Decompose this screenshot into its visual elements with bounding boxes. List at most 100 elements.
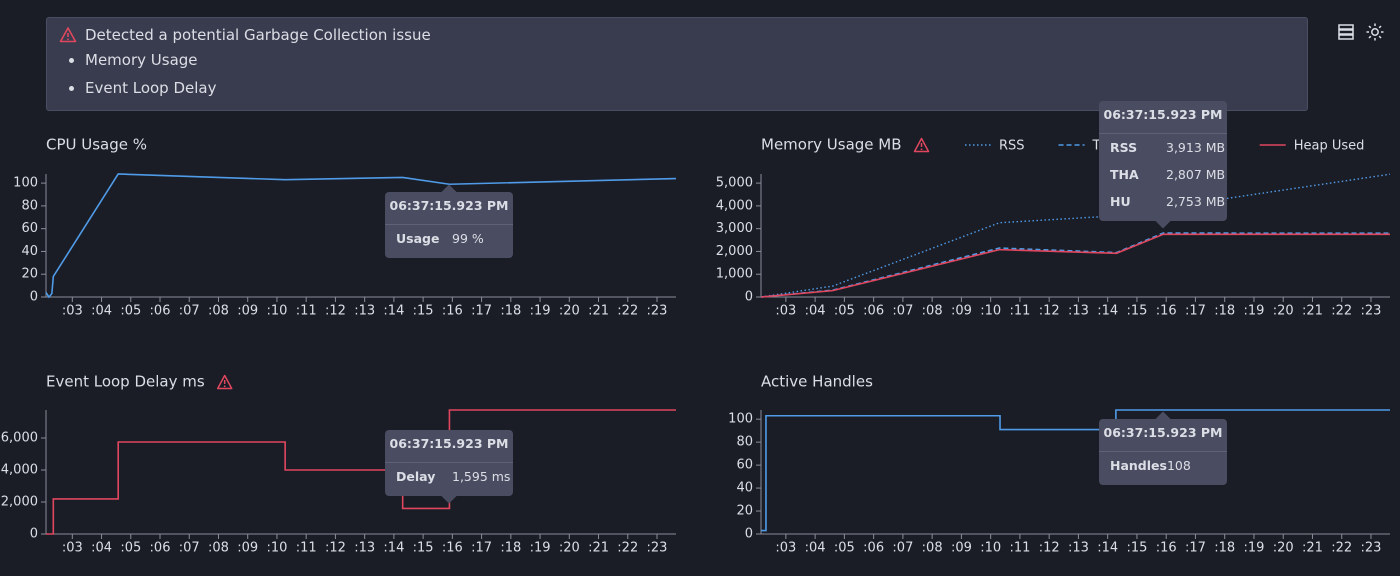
x-tick-label: :18 <box>1214 304 1235 319</box>
x-tick-label: :08 <box>922 541 943 556</box>
x-tick-label: :19 <box>1243 541 1264 556</box>
x-tick-label: :16 <box>442 541 463 556</box>
x-tick-label: :23 <box>1361 304 1382 319</box>
alert-item: Memory Usage <box>85 46 217 74</box>
tooltip-label: THA <box>1110 167 1139 182</box>
x-tick-label: :21 <box>588 304 609 319</box>
tooltip: 06:37:15.923 PM Handles108 <box>1099 411 1227 485</box>
tooltip-time: 06:37:15.923 PM <box>1099 101 1227 134</box>
y-tick-label: 100 <box>13 176 38 191</box>
x-tick-label: :09 <box>237 541 258 556</box>
x-tick-label: :10 <box>980 541 1001 556</box>
tooltip-value: 108 <box>1166 458 1191 473</box>
x-tick-label: :04 <box>805 304 826 319</box>
x-tick-label: :18 <box>500 541 521 556</box>
chart-title: Event Loop Delay ms <box>46 373 205 391</box>
x-tick-label: :04 <box>805 541 826 556</box>
y-tick-label: 2,000 <box>1 495 38 510</box>
x-tick-label: :15 <box>413 304 434 319</box>
alert-list: Memory Usage Event Loop Delay <box>65 46 217 102</box>
x-tick-label: :14 <box>1097 541 1118 556</box>
tooltip-row: Handles108 <box>1099 452 1227 485</box>
tooltip: 06:37:15.923 PM Usage 99 % <box>385 184 513 258</box>
x-tick-label: :18 <box>1214 541 1235 556</box>
list-view-button[interactable] <box>1336 22 1356 42</box>
x-tick-label: :03 <box>62 541 83 556</box>
tooltip-label: HU <box>1110 194 1131 209</box>
x-tick-label: :07 <box>179 304 200 319</box>
tooltip-value: 1,595 ms <box>452 469 511 484</box>
theme-toggle[interactable] <box>1365 22 1385 42</box>
x-tick-label: :11 <box>296 304 317 319</box>
x-tick-label: :06 <box>863 304 884 319</box>
x-tick-label: :09 <box>237 304 258 319</box>
x-tick-label: :11 <box>1009 541 1030 556</box>
x-tick-label: :17 <box>1185 304 1206 319</box>
y-tick-label: 4,000 <box>1 463 38 478</box>
x-tick-label: :10 <box>266 304 287 319</box>
tooltip-row: THA 2,807 MB <box>1099 161 1227 188</box>
x-tick-label: :15 <box>1126 304 1147 319</box>
x-tick-label: :04 <box>91 541 112 556</box>
x-tick-label: :05 <box>834 304 855 319</box>
alert-title: Detected a potential Garbage Collection … <box>85 26 431 44</box>
series-line <box>760 232 1391 298</box>
legend-label: Heap Used <box>1294 139 1365 154</box>
tooltip-time: 06:37:15.923 PM <box>1099 419 1227 452</box>
x-tick-label: :16 <box>1156 541 1177 556</box>
x-tick-label: :19 <box>1243 304 1264 319</box>
x-tick-label: :13 <box>1068 304 1089 319</box>
tooltip-value: 2,753 MB <box>1166 194 1226 209</box>
y-tick-label: 5,000 <box>716 176 753 191</box>
y-tick-label: 80 <box>736 435 753 450</box>
tooltip-time: 06:37:15.923 PM <box>385 192 513 225</box>
x-tick-label: :14 <box>383 304 404 319</box>
x-tick-label: :13 <box>1068 541 1089 556</box>
x-tick-label: :19 <box>530 541 551 556</box>
series-line <box>760 233 1390 298</box>
series-line <box>45 173 677 299</box>
y-tick-label: 0 <box>30 527 38 542</box>
tooltip-label: RSS <box>1110 140 1138 155</box>
x-tick-label: :16 <box>442 304 463 319</box>
series-line <box>46 409 676 535</box>
x-tick-label: :06 <box>863 541 884 556</box>
x-tick-label: :22 <box>617 304 638 319</box>
warning-triangle <box>913 137 930 153</box>
x-tick-label: :03 <box>775 541 796 556</box>
y-tick-label: 40 <box>736 481 753 496</box>
y-tick-label: 60 <box>736 458 753 473</box>
warning-icon <box>59 27 77 43</box>
x-tick-label: :05 <box>834 541 855 556</box>
x-tick-label: :07 <box>892 304 913 319</box>
x-tick-label: :08 <box>208 304 229 319</box>
tooltip-row: RSS 3,913 MB <box>1099 134 1227 161</box>
x-tick-label: :10 <box>980 304 1001 319</box>
x-tick-label: :22 <box>1331 304 1352 319</box>
x-tick-label: :06 <box>150 304 171 319</box>
x-tick-label: :12 <box>325 541 346 556</box>
x-tick-label: :12 <box>1039 304 1060 319</box>
x-tick-label: :11 <box>296 541 317 556</box>
warning-triangle <box>216 374 233 390</box>
alert-item: Event Loop Delay <box>85 74 217 102</box>
x-tick-label: :21 <box>1302 541 1323 556</box>
tooltip-label: Delay <box>396 469 436 484</box>
chart-title: CPU Usage % <box>46 136 147 154</box>
x-tick-label: :20 <box>559 304 580 319</box>
x-tick-label: :23 <box>647 304 668 319</box>
y-tick-label: 20 <box>21 267 38 282</box>
x-tick-label: :09 <box>951 304 972 319</box>
legend-label: RSS <box>999 139 1025 154</box>
x-tick-label: :05 <box>120 541 141 556</box>
y-tick-label: 100 <box>728 412 753 427</box>
y-tick-label: 0 <box>30 290 38 305</box>
x-tick-label: :10 <box>266 541 287 556</box>
x-tick-label: :06 <box>150 541 171 556</box>
x-tick-label: :03 <box>62 304 83 319</box>
x-tick-label: :12 <box>1039 541 1060 556</box>
tooltip-label: Usage <box>396 231 440 246</box>
x-tick-label: :13 <box>354 541 375 556</box>
x-tick-label: :03 <box>775 304 796 319</box>
x-tick-label: :23 <box>647 541 668 556</box>
